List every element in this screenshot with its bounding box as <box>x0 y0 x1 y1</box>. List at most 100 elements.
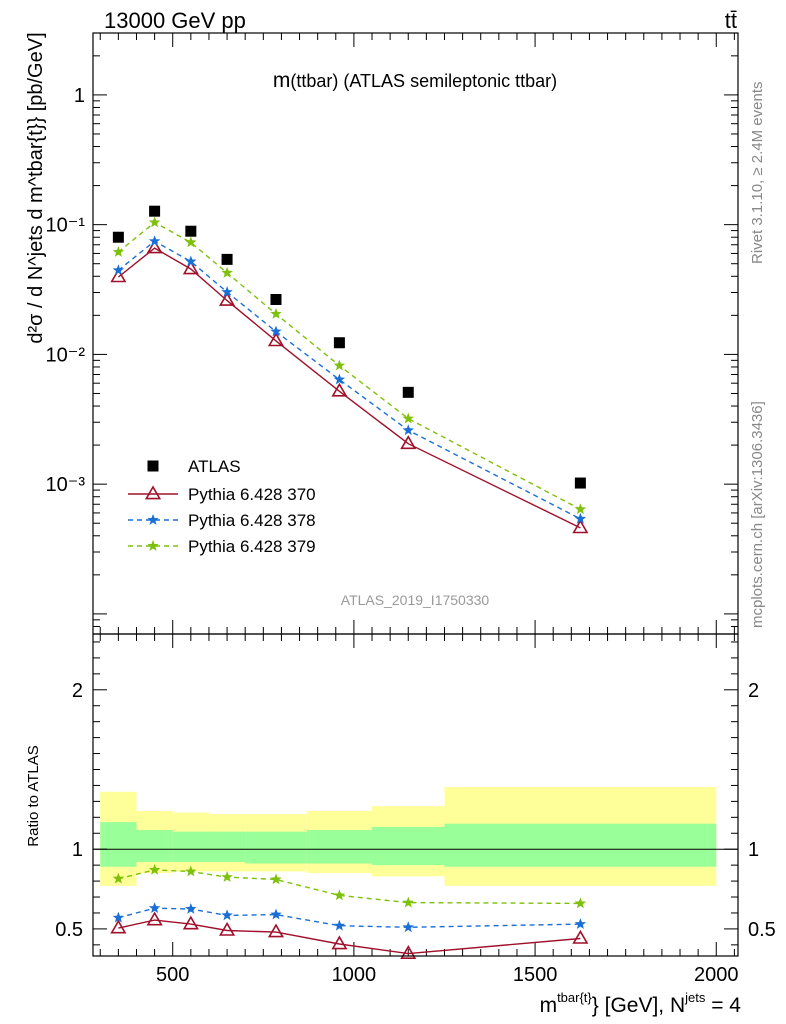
main-point-p379 <box>270 308 282 319</box>
ratio-band-inner <box>372 826 445 866</box>
ratio-point-p379 <box>333 889 346 901</box>
ratio-line-p379 <box>118 869 581 905</box>
ratio-point-p378 <box>221 909 233 921</box>
plot-title-rest: (ttbar) (ATLAS semileptonic ttbar) <box>290 71 557 91</box>
x-axis-label-sup: tbar{t} <box>557 990 592 1005</box>
header-process: tt̄ <box>725 8 737 33</box>
main-point-p370 <box>182 260 199 275</box>
ratio-point-p370 <box>146 911 163 926</box>
ratio-point-p370 <box>400 944 417 960</box>
ratio-ylabel: Ratio to ATLAS <box>25 745 42 846</box>
ratio-band-inner <box>208 831 246 862</box>
main-point-p370 <box>267 332 284 347</box>
ratio-y-tick-label: 1 <box>72 839 83 861</box>
ratio-band-inner <box>172 831 209 862</box>
main-point-p378 <box>221 286 233 297</box>
ratio-x-tick-label: 1500 <box>513 964 558 986</box>
main-point-p379 <box>185 236 197 248</box>
ratio-point-p378 <box>148 902 161 913</box>
plot-title: m(ttbar) (ATLAS semileptonic ttbar) <box>273 69 557 92</box>
ratio-point-p370 <box>331 935 348 950</box>
ratio-y-tick-label: 2 <box>72 680 83 702</box>
ratio-point-p379 <box>148 863 161 875</box>
ratio-point-p378 <box>185 903 197 914</box>
main-point-p379 <box>112 246 125 257</box>
ratio-band-inner <box>100 822 137 867</box>
main-point-p378 <box>148 235 161 247</box>
main-point-p379 <box>148 216 161 228</box>
ratio-y-tick-label: 0.5 <box>55 919 83 941</box>
ratio-line-p370 <box>118 919 581 955</box>
main-point-p370 <box>146 239 163 254</box>
legend-label-p378: Pythia 6.428 378 <box>188 511 316 530</box>
ratio-point-p370 <box>182 915 199 930</box>
ratio-point-p379 <box>574 897 587 909</box>
main-point-p379 <box>333 359 346 371</box>
ratio-line-p378 <box>118 907 581 929</box>
ratio-band-inner <box>444 823 717 867</box>
ratio-point-p378 <box>402 921 414 933</box>
ratio-band-inner <box>306 830 373 864</box>
analysis-id: ATLAS_2019_I1750330 <box>341 592 490 608</box>
main-point-data <box>574 477 586 489</box>
main-point-p378 <box>333 373 346 385</box>
ratio-point-p379 <box>185 865 197 877</box>
x-axis-label-tail: = 4 <box>705 994 741 1017</box>
main-point-p370 <box>400 435 417 450</box>
main-line-p379 <box>117 221 581 510</box>
main-point-p378 <box>185 255 197 267</box>
legend-marker-p378 <box>147 514 159 525</box>
main-point-data <box>221 253 233 265</box>
ratio-y-tick-label-right: 0.5 <box>748 919 776 941</box>
main-point-p378 <box>402 424 414 436</box>
main-point-data <box>402 386 414 398</box>
main-point-p378 <box>574 512 587 524</box>
ratio-point-p378 <box>333 919 346 931</box>
main-line-p378 <box>117 240 581 520</box>
x-axis-label-sup2: jets <box>684 990 706 1005</box>
x-axis-label-m: m <box>540 994 558 1017</box>
ratio-band-inner <box>136 830 173 862</box>
main-point-data <box>149 205 161 217</box>
ratio-point-p370 <box>110 919 127 934</box>
ratio-frame <box>92 633 739 957</box>
main-point-data <box>333 337 345 349</box>
main-y-tick-label: 10⁻¹ <box>46 215 86 237</box>
ratio-y-tick-label-right: 1 <box>748 839 759 861</box>
legend-label-data: ATLAS <box>188 457 241 476</box>
ratio-band-inner <box>245 831 307 864</box>
main-point-p378 <box>112 264 125 276</box>
main-point-data <box>270 293 282 305</box>
main-point-p379 <box>221 266 233 278</box>
plot-title-symbol: m <box>273 69 291 92</box>
ratio-panel: 0.5 0.5 1 1 2 2 500 1000 1500 2000 Ratio to ATLAS… <box>25 633 776 1017</box>
legend-label-p379: Pythia 6.428 379 <box>188 537 316 556</box>
main-point-p370 <box>572 519 589 534</box>
legend-marker-p370 <box>144 485 162 500</box>
ratio-point-p379 <box>402 896 414 908</box>
main-ylabel: d²σ / d N^jets d m^tbar{t}} [pb/GeV] <box>25 32 47 343</box>
legend-marker-data <box>147 460 159 472</box>
ratio-point-p379 <box>221 871 233 882</box>
legend-marker-p379 <box>147 540 159 551</box>
x-axis-label-rest: } [GeV], N <box>592 994 685 1017</box>
main-y-tick-label: 1 <box>74 85 85 107</box>
ratio-point-p379 <box>112 872 125 884</box>
ratio-x-tick-label: 2000 <box>694 964 739 986</box>
mcplots-credit: mcplots.cern.ch [arXiv:1306.3436] <box>749 401 766 628</box>
ratio-x-tick-label: 500 <box>156 964 189 986</box>
main-point-data <box>112 231 124 243</box>
ratio-point-p370 <box>572 929 589 944</box>
header-energy: 13000 GeV pp <box>104 8 246 33</box>
main-point-p370 <box>110 268 127 283</box>
legend-label-p370: Pythia 6.428 370 <box>188 485 316 504</box>
x-axis-label: mtbar{t}} [GeV], Njets = 4 <box>540 990 742 1017</box>
main-point-p370 <box>331 382 348 397</box>
ratio-point-p378 <box>270 908 282 920</box>
ratio-y-tick-label-right: 2 <box>748 680 759 702</box>
main-point-data <box>185 225 197 237</box>
main-y-tick-label: 10⁻² <box>46 344 86 366</box>
legend: ATLAS Pythia 6.428 370 Pythia 6.428 378 Pyt… <box>128 457 316 556</box>
ratio-point-p370 <box>219 921 236 936</box>
main-point-p378 <box>270 325 282 337</box>
